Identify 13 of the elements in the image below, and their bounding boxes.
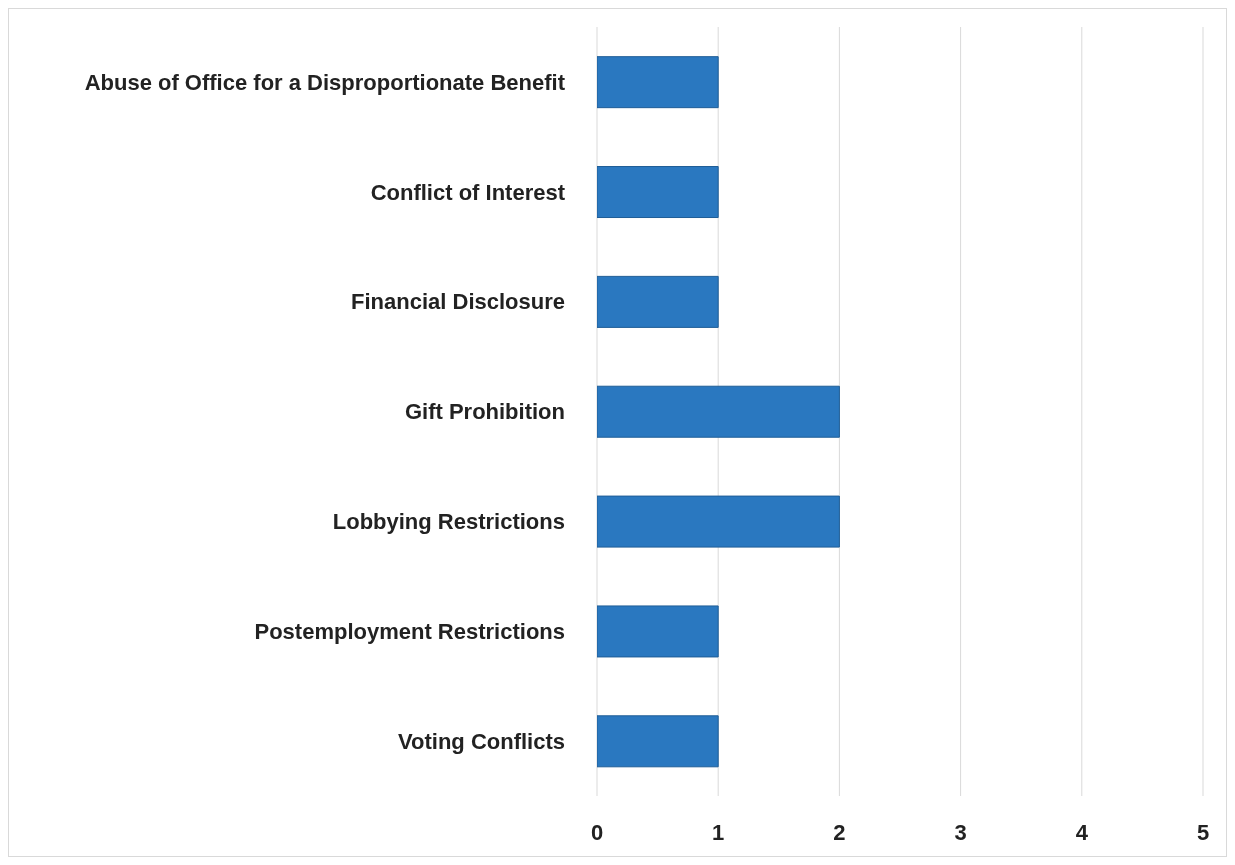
y-tick-label: Voting Conflicts — [397, 728, 565, 754]
y-tick-label: Lobbying Restrictions — [332, 509, 565, 535]
x-tick-label: 5 — [1196, 819, 1210, 845]
y-tick-label: Financial Disclosure — [351, 289, 565, 315]
y-tick-label: Abuse of Office for a Disproportionate Benefit — [84, 69, 566, 95]
x-tick-label: 4 — [1075, 819, 1089, 845]
y-tick-label: Gift Prohibition — [404, 399, 565, 425]
y-tick-label: Conflict of Interest — [370, 179, 566, 205]
x-tick-label: 2 — [833, 819, 846, 845]
y-tick-label: Postemployment Restrictions — [254, 619, 565, 645]
x-tick-label: 1 — [712, 819, 725, 845]
x-tick-label: 0 — [590, 819, 604, 845]
x-tick-label: 3 — [954, 819, 967, 845]
